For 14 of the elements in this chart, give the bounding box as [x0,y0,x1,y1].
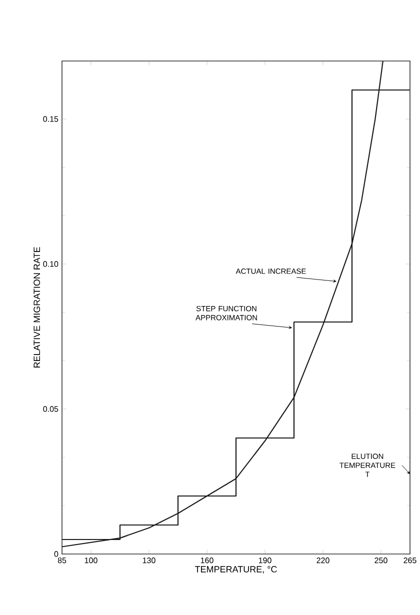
y-tick-label: 0 [54,551,58,557]
y-tick-label: 0.15 [43,116,58,122]
x-tick-label: 100 [84,558,98,564]
x-tick-label: 220 [316,558,330,564]
x-tick-label: 160 [200,558,214,564]
x-tick-label: 85 [58,558,66,564]
x-tick-label: 265 [404,558,416,564]
x-tick-label: 250 [374,558,388,564]
x-tick-label: 190 [258,558,272,564]
y-tick-label: 0.10 [43,261,58,267]
y-axis-title: RELATIVE MIGRATION RATE [34,247,40,368]
x-axis-title: TEMPERATURE, °C [194,566,277,574]
y-tick-label: 0.05 [43,406,58,412]
x-tick-label: 130 [142,558,156,564]
